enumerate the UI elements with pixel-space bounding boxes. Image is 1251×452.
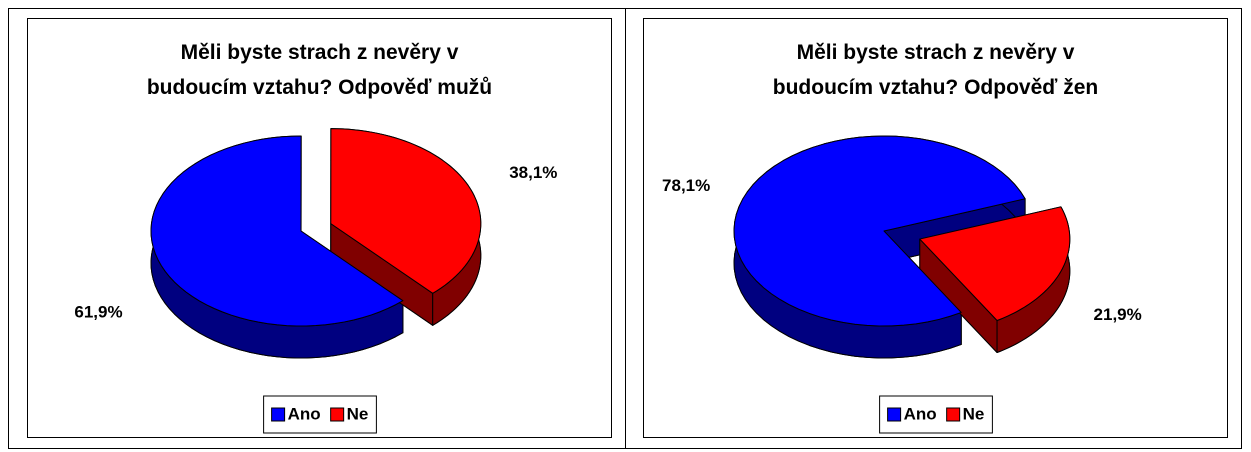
legend-label: Ne bbox=[347, 404, 369, 423]
chart: 61,9% 38,1% Ano Ne bbox=[74, 128, 557, 434]
legend-swatch bbox=[271, 407, 286, 422]
chart-title: Měli byste strach z nevěry v budoucím vz… bbox=[772, 41, 1099, 99]
table-divider bbox=[625, 8, 626, 449]
legend-swatch bbox=[946, 407, 961, 422]
legend: Ano Ne bbox=[263, 395, 377, 434]
legend-label: Ano bbox=[904, 404, 937, 423]
chart-panel: 78,1% 21,9% Ano Ne Měli byste strach z nevěr… bbox=[643, 18, 1228, 438]
data-label: 38,1% bbox=[509, 163, 557, 182]
legend-label: Ne bbox=[963, 404, 985, 423]
data-label: 78,1% bbox=[662, 176, 710, 195]
legend-box bbox=[879, 395, 993, 434]
data-label: 61,9% bbox=[74, 303, 122, 322]
legend: Ano Ne bbox=[879, 395, 993, 434]
chart: 78,1% 21,9% Ano Ne bbox=[662, 135, 1142, 434]
slice bbox=[330, 128, 482, 294]
slice bbox=[919, 206, 1071, 321]
chart-title: Měli byste strach z nevěry v budoucím vz… bbox=[146, 41, 493, 99]
legend-swatch bbox=[330, 407, 345, 422]
slice bbox=[733, 135, 1026, 327]
slice bbox=[150, 135, 404, 327]
chart-panel: 61,9% 38,1% Ano Ne Měli byste strach z nevěr… bbox=[27, 18, 612, 438]
data-label: 21,9% bbox=[1094, 305, 1142, 324]
legend-swatch bbox=[887, 407, 902, 422]
legend-label: Ano bbox=[288, 404, 321, 423]
